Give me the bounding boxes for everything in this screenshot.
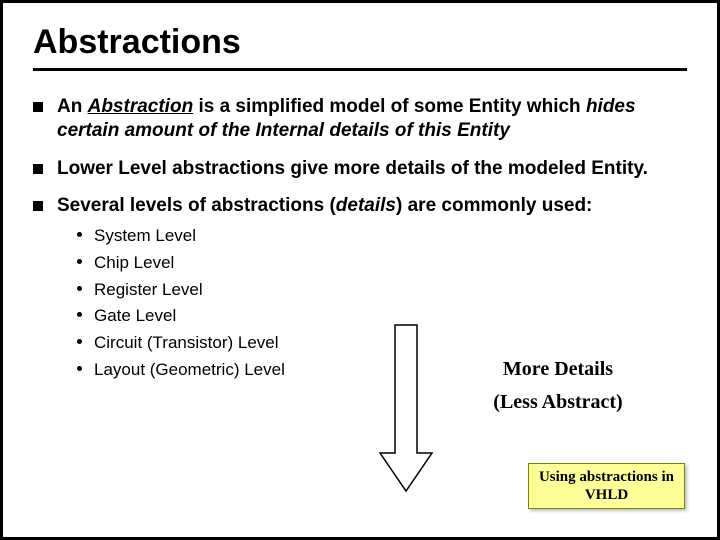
square-bullet-icon — [33, 102, 43, 112]
bullet-1-mid: is a simplified model of some Entity whi… — [193, 96, 586, 117]
bullet-1-text: An Abstraction is a simplified model of … — [57, 95, 687, 143]
arrow-label-line2: (Less Abstract) — [458, 391, 658, 414]
title-underline — [33, 68, 687, 71]
sub-item-label: Circuit (Transistor) Level — [94, 331, 279, 355]
sub-item-label: Register Level — [94, 278, 203, 302]
square-bullet-icon — [33, 201, 43, 211]
bullet-3-post: ) are commonly used: — [396, 195, 592, 216]
bullet-3: Several levels of abstractions (details)… — [33, 194, 687, 218]
slide-frame: Abstractions An Abstraction is a simplif… — [0, 0, 720, 540]
bullet-1-pre: An — [57, 96, 88, 117]
list-item: Chip Level — [77, 251, 687, 275]
sub-item-label: System Level — [94, 224, 196, 248]
dot-bullet-icon — [77, 232, 82, 237]
arrow-label-line1: More Details — [458, 358, 658, 381]
square-bullet-icon — [33, 164, 43, 174]
arrow-path — [380, 325, 432, 491]
dot-bullet-icon — [77, 312, 82, 317]
bullet-1-emph: Abstraction — [88, 96, 194, 117]
list-item: System Level — [77, 224, 687, 248]
dot-bullet-icon — [77, 339, 82, 344]
bullet-3-pre: Several levels of abstractions ( — [57, 195, 336, 216]
bullet-3-italic: details — [336, 195, 396, 216]
arrow-label: More Details (Less Abstract) — [458, 358, 658, 414]
dot-bullet-icon — [77, 366, 82, 371]
bullet-2-text: Lower Level abstractions give more detai… — [57, 157, 648, 181]
sub-item-label: Layout (Geometric) Level — [94, 358, 285, 382]
callout-box: Using abstractions in VHLD — [528, 463, 685, 509]
sub-item-label: Gate Level — [94, 304, 176, 328]
dot-bullet-icon — [77, 286, 82, 291]
slide-title: Abstractions — [33, 23, 687, 62]
callout-line1: Using abstractions in — [539, 469, 674, 485]
bullet-2: Lower Level abstractions give more detai… — [33, 157, 687, 181]
sub-item-label: Chip Level — [94, 251, 174, 275]
callout-line2: VHLD — [585, 487, 628, 503]
bullet-1: An Abstraction is a simplified model of … — [33, 95, 687, 143]
bullet-3-text: Several levels of abstractions (details)… — [57, 194, 592, 218]
dot-bullet-icon — [77, 259, 82, 264]
list-item: Register Level — [77, 278, 687, 302]
down-arrow-icon — [378, 323, 434, 493]
